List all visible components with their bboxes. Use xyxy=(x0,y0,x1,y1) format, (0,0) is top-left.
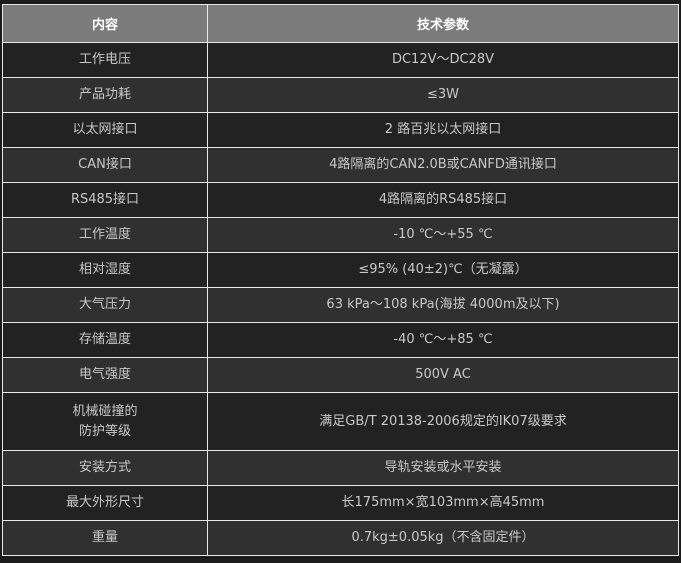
table-row: 大气压力 63 kPa～108 kPa(海拔 4000m及以下) xyxy=(2,287,679,323)
table-row: RS485接口 4路隔离的RS485接口 xyxy=(2,182,679,218)
header-content: 内容 xyxy=(2,4,208,43)
label-text: 相对湿度 xyxy=(78,262,131,277)
table-row: 相对湿度 ≤95% (40±2)℃（无凝露） xyxy=(2,252,679,288)
row-label: CAN接口 xyxy=(2,147,208,183)
label-text: 安装方式 xyxy=(78,460,131,475)
spec-table: 内容 技术参数 工作电压 DC12V～DC28V 产品功耗 ≤3W 以太网接口 2 路百兆… xyxy=(2,4,679,556)
row-label: RS485接口 xyxy=(2,182,208,218)
table-row: 工作电压 DC12V～DC28V xyxy=(2,42,679,78)
label-text-2: 防护等级 xyxy=(78,423,131,439)
row-label: 产品功耗 xyxy=(2,77,208,113)
table-row: 工作温度 -10 ℃～+55 ℃ xyxy=(2,217,679,253)
table-header: 内容 技术参数 xyxy=(2,4,679,43)
table-row: CAN接口 4路隔离的CAN2.0B或CANFD通讯接口 xyxy=(2,147,679,183)
label-text: 电气强度 xyxy=(78,367,131,382)
label-text: 工作温度 xyxy=(78,227,131,242)
label-text: 重量 xyxy=(91,530,118,545)
table-row: 存储温度 -40 ℃～+85 ℃ xyxy=(2,322,679,358)
row-label: 重量 xyxy=(2,520,208,556)
row-value: 导轨安装或水平安装 xyxy=(207,450,679,486)
row-label: 最大外形尺寸 xyxy=(2,485,208,521)
label-text: 工作电压 xyxy=(78,52,131,67)
row-value: DC12V～DC28V xyxy=(207,42,679,78)
label-text: 最大外形尺寸 xyxy=(65,495,144,510)
label-text: 以太网接口 xyxy=(72,122,138,137)
table-row: 机械碰撞的 防护等级 满足GB/T 20138-2006规定的IK07级要求 xyxy=(2,392,679,451)
row-value: 2 路百兆以太网接口 xyxy=(207,112,679,148)
row-label: 电气强度 xyxy=(2,357,208,393)
row-value: 4路隔离的CAN2.0B或CANFD通讯接口 xyxy=(207,147,679,183)
row-value: ≤3W xyxy=(207,77,679,113)
table-row: 最大外形尺寸 长175mm×宽103mm×高45mm xyxy=(2,485,679,521)
label-text: 产品功耗 xyxy=(78,87,131,102)
table-row: 重量 0.7kg±0.05kg（不含固定件） xyxy=(2,520,679,556)
label-text: CAN接口 xyxy=(78,157,132,172)
table-row: 产品功耗 ≤3W xyxy=(2,77,679,113)
row-label: 安装方式 xyxy=(2,450,208,486)
row-value: 500V AC xyxy=(207,357,679,393)
header-params: 技术参数 xyxy=(207,4,679,43)
label-text: RS485接口 xyxy=(70,192,140,207)
label-text: 大气压力 xyxy=(78,297,131,312)
row-value: -10 ℃～+55 ℃ xyxy=(207,217,679,253)
row-value: 0.7kg±0.05kg（不含固定件） xyxy=(207,520,679,556)
row-value: 63 kPa～108 kPa(海拔 4000m及以下) xyxy=(207,287,679,323)
row-label: 相对湿度 xyxy=(2,252,208,288)
row-value: 4路隔离的RS485接口 xyxy=(207,182,679,218)
row-label: 工作温度 xyxy=(2,217,208,253)
row-value: 长175mm×宽103mm×高45mm xyxy=(207,485,679,521)
table-row: 安装方式 导轨安装或水平安装 xyxy=(2,450,679,486)
row-value: -40 ℃～+85 ℃ xyxy=(207,322,679,358)
row-label: 工作电压 xyxy=(2,42,208,78)
label-text: 存储温度 xyxy=(78,332,131,347)
table-row: 以太网接口 2 路百兆以太网接口 xyxy=(2,112,679,148)
row-label: 大气压力 xyxy=(2,287,208,323)
row-value: 满足GB/T 20138-2006规定的IK07级要求 xyxy=(207,392,679,451)
row-value: ≤95% (40±2)℃（无凝露） xyxy=(207,252,679,288)
row-label: 机械碰撞的 防护等级 xyxy=(2,392,208,451)
row-label: 以太网接口 xyxy=(2,112,208,148)
row-label: 存储温度 xyxy=(2,322,208,358)
label-text: 机械碰撞的 xyxy=(72,403,138,419)
table-row: 电气强度 500V AC xyxy=(2,357,679,393)
